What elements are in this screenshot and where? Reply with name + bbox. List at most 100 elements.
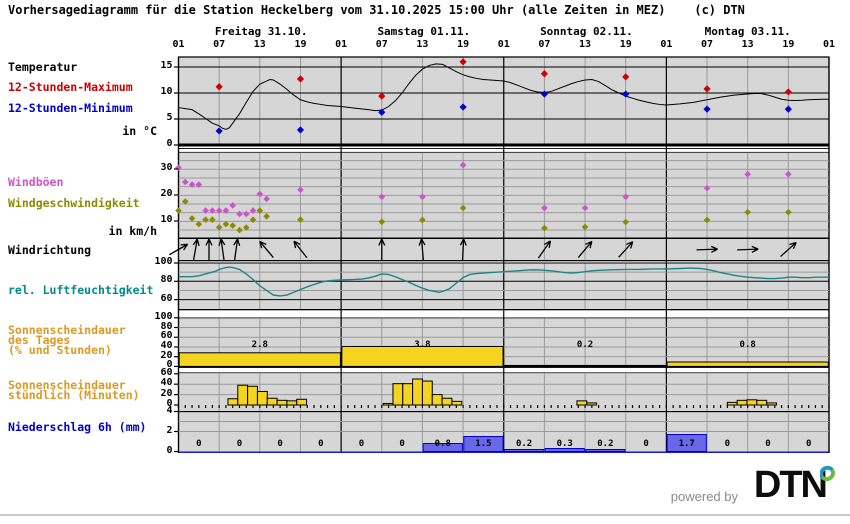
speed-point bbox=[249, 216, 257, 223]
gust-point bbox=[263, 195, 270, 203]
speed-point bbox=[785, 208, 792, 216]
side-label-temp-min: 12-Stunden-Minimum bbox=[8, 101, 133, 115]
temp-min-point bbox=[784, 105, 792, 113]
precip-value: 0 bbox=[399, 439, 405, 449]
gust-point bbox=[236, 210, 243, 218]
precip-value: 0 bbox=[277, 439, 283, 449]
side-label-wind-speed: Windgeschwindigkeit bbox=[8, 196, 140, 210]
speed-point bbox=[263, 213, 270, 220]
sunshine-hourly-bar bbox=[266, 397, 278, 406]
wind-ytick-label: 20 bbox=[160, 188, 173, 199]
gust-point bbox=[215, 207, 223, 214]
wind-arrow bbox=[618, 241, 634, 258]
gust-point bbox=[181, 178, 189, 186]
sunshine_daily-ytick-label: 40 bbox=[160, 339, 173, 351]
precipitation-bar bbox=[666, 434, 707, 452]
temperature-ytick-label: 5 bbox=[166, 112, 173, 123]
temperature-ytick-label: 0 bbox=[166, 138, 173, 149]
gust-point bbox=[242, 210, 250, 218]
wind-arrow bbox=[233, 238, 241, 260]
sunshine-hourly-bar bbox=[237, 384, 249, 406]
side-label-wind-gust: Windböen bbox=[8, 175, 64, 189]
temp-max-point bbox=[296, 75, 305, 83]
wind-ytick-label: 30 bbox=[160, 162, 173, 173]
sunshine-hourly-bar bbox=[736, 399, 748, 406]
hour-tick-label: 13 bbox=[416, 39, 429, 50]
y-axis-ticks bbox=[174, 66, 179, 453]
dtn-logo-text: DTN bbox=[753, 464, 828, 506]
speed-point bbox=[541, 224, 548, 232]
hour-tick-label: 01 bbox=[335, 39, 348, 50]
sunshine-hourly-bar bbox=[421, 380, 433, 406]
hour-tick-label: 07 bbox=[538, 39, 551, 50]
wind-arrow bbox=[205, 238, 213, 260]
sunshine_hourly-ytick-label: 60 bbox=[160, 366, 173, 378]
day-label: Sonntag 02.11. bbox=[540, 25, 633, 38]
side-label-wind-dir: Windrichtung bbox=[8, 243, 92, 257]
sunshine-hourly-bar bbox=[256, 390, 268, 406]
speed-point bbox=[202, 216, 209, 223]
side-label-sun-hour: stündlich (Minuten) bbox=[8, 388, 140, 402]
gust-point bbox=[202, 207, 209, 214]
gust-point bbox=[419, 193, 426, 201]
sunshine-hourly-bar bbox=[247, 385, 258, 406]
speed-point bbox=[175, 207, 182, 214]
speed-point bbox=[703, 216, 711, 224]
hour-tick-label: 01 bbox=[660, 39, 673, 50]
wind-arrow bbox=[780, 241, 797, 258]
precip-value: 0 bbox=[805, 439, 812, 449]
sunshine-hourly-bar bbox=[382, 402, 394, 406]
gust-point bbox=[222, 207, 230, 214]
sunshine-hourly-bar bbox=[392, 383, 404, 406]
wind-arrow bbox=[737, 245, 759, 253]
wind-arrow bbox=[378, 238, 386, 260]
sunshine-hourly-bar bbox=[766, 402, 777, 406]
gridlines bbox=[177, 56, 830, 453]
side-label-sun-day: Sonnenscheindauer bbox=[8, 323, 126, 337]
speed-point bbox=[222, 220, 230, 228]
sunshine-hourly-bar bbox=[286, 400, 298, 406]
precip-value: 0.2 bbox=[515, 439, 533, 449]
speed-point bbox=[236, 226, 243, 234]
speed-point bbox=[188, 215, 196, 222]
wind-arrow bbox=[218, 238, 226, 260]
speed-point bbox=[297, 216, 304, 223]
gust-point bbox=[256, 190, 264, 198]
speed-point bbox=[242, 224, 250, 231]
hour-tick-label: 13 bbox=[741, 39, 754, 50]
sunshine_daily-ytick-label: 0 bbox=[166, 359, 173, 371]
temperature-ytick-label: 15 bbox=[160, 60, 173, 71]
hour-tick-label: 01 bbox=[497, 39, 510, 50]
side-label-sun-day: (% und Stunden) bbox=[8, 343, 112, 357]
speed-point bbox=[622, 218, 630, 226]
speed-point bbox=[378, 218, 386, 226]
day-label: Freitag 31.10. bbox=[214, 25, 308, 38]
hour-tick-label: 13 bbox=[253, 39, 266, 50]
precipitation-ytick-label: 0 bbox=[166, 444, 173, 456]
precip-value: 0 bbox=[643, 439, 649, 449]
sunshine-daily-bar bbox=[341, 345, 504, 367]
sunshine-hourly-bar bbox=[441, 397, 453, 406]
speed-point bbox=[256, 207, 264, 214]
temp-max-point bbox=[540, 70, 549, 78]
gust-point bbox=[581, 204, 589, 212]
gust-point bbox=[744, 170, 751, 178]
speed-point bbox=[744, 208, 751, 216]
bottom-rule bbox=[0, 514, 850, 516]
wind-speed-points bbox=[175, 198, 792, 234]
humidity-ytick-label: 100 bbox=[154, 256, 173, 267]
gust-point bbox=[297, 186, 304, 194]
humidity-ytick-label: 80 bbox=[160, 274, 173, 286]
temp-max-point bbox=[215, 83, 223, 91]
precipitation-bar bbox=[503, 449, 545, 452]
gust-point bbox=[229, 202, 237, 209]
gust-point bbox=[188, 181, 196, 188]
wind-gust-points bbox=[175, 161, 792, 218]
sunshine-daily-bar bbox=[503, 364, 667, 367]
sunshine-hourly-bar bbox=[431, 394, 443, 406]
wind-arrow bbox=[192, 238, 200, 260]
precipitation-bar bbox=[463, 436, 504, 452]
sunshine-hourly-bar bbox=[402, 383, 414, 406]
gust-point bbox=[703, 184, 711, 192]
precipitation-bar bbox=[585, 449, 626, 452]
